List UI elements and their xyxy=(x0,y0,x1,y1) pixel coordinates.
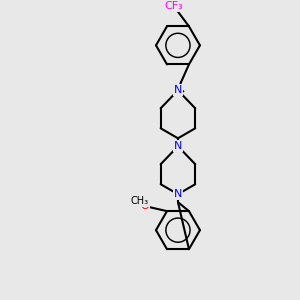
Text: N: N xyxy=(174,189,182,199)
Text: CH₃: CH₃ xyxy=(130,196,148,206)
Text: CF₃: CF₃ xyxy=(165,2,183,11)
Text: N: N xyxy=(174,85,182,95)
Text: N: N xyxy=(174,141,182,151)
Text: O: O xyxy=(141,201,149,211)
